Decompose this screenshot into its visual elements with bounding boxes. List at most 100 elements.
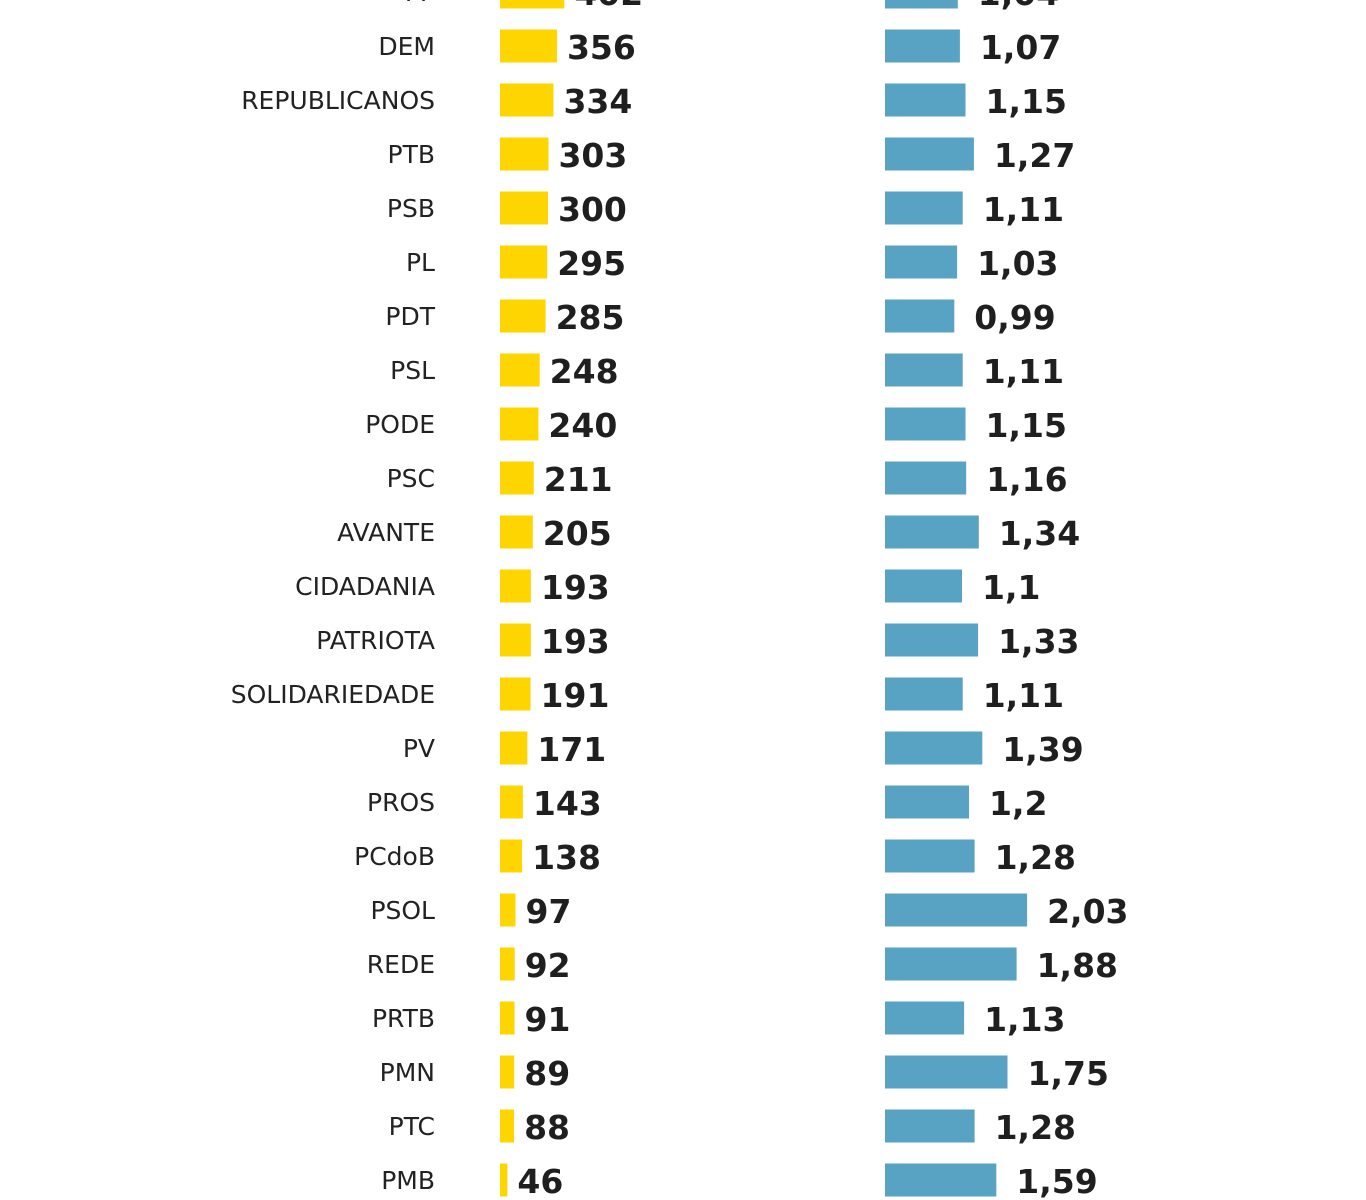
- category-label: PATRIOTA: [316, 626, 435, 655]
- bar-count: [500, 515, 533, 549]
- data-label-count: 356: [567, 28, 636, 67]
- bar-count: [500, 893, 516, 927]
- data-label-count: 205: [543, 514, 612, 553]
- category-label: PODE: [365, 410, 435, 439]
- bar-ratio: [885, 839, 975, 873]
- data-label-ratio: 1,2: [989, 784, 1047, 823]
- bar-count: [500, 785, 523, 819]
- data-label-count: 300: [558, 190, 627, 229]
- bar-count: [500, 407, 539, 441]
- bar-ratio: [885, 353, 963, 387]
- data-label-count: 97: [526, 892, 572, 931]
- data-label-count: 240: [548, 406, 617, 445]
- bar-ratio: [885, 407, 966, 441]
- data-label-ratio: 1,13: [984, 1000, 1065, 1039]
- bar-count: [500, 731, 528, 765]
- data-label-ratio: 1,39: [1002, 730, 1083, 769]
- data-label-ratio: 1,07: [980, 28, 1061, 67]
- data-label-ratio: 1,59: [1016, 1162, 1097, 1200]
- data-label-count: 88: [524, 1108, 570, 1147]
- bar-ratio: [885, 245, 958, 279]
- category-label: PMN: [380, 1058, 435, 1087]
- data-label-count: 143: [533, 784, 602, 823]
- data-label-ratio: 1,1: [982, 568, 1040, 607]
- bar-count: [500, 191, 548, 225]
- data-label-count: 191: [541, 676, 610, 715]
- bar-ratio: [885, 515, 979, 549]
- bar-count: [500, 83, 554, 117]
- data-label-ratio: 1,15: [986, 406, 1067, 445]
- data-label-count: 285: [556, 298, 625, 337]
- bar-count: [500, 353, 540, 387]
- bar-count: [500, 1163, 508, 1197]
- category-label: PSL: [390, 356, 435, 385]
- bar-ratio: [885, 569, 962, 603]
- bar-ratio: [885, 677, 963, 711]
- category-label: PTC: [389, 1112, 435, 1141]
- bar-ratio: [885, 461, 967, 495]
- data-label-ratio: 0,99: [974, 298, 1055, 337]
- data-label-count: 334: [563, 82, 632, 121]
- data-label-count: 138: [532, 838, 601, 877]
- category-label: PL: [406, 248, 435, 277]
- bar-ratio: [885, 1055, 1008, 1089]
- category-label: PCdoB: [354, 842, 435, 871]
- bar-count: [500, 1109, 515, 1143]
- data-label-ratio: 2,03: [1047, 892, 1128, 931]
- bar-count: [500, 299, 546, 333]
- data-label-count: 92: [525, 946, 571, 985]
- bar-count: [500, 839, 523, 873]
- data-label-ratio: 1,27: [994, 136, 1075, 175]
- data-label-count: 46: [517, 1162, 563, 1200]
- data-label-count: 211: [544, 460, 613, 499]
- category-label: PDT: [385, 302, 435, 331]
- data-label-ratio: 1,11: [983, 352, 1064, 391]
- data-label-count: 193: [541, 568, 610, 607]
- bar-ratio: [885, 1001, 965, 1035]
- bar-ratio: [885, 623, 979, 657]
- bar-count: [500, 0, 565, 9]
- category-label: REDE: [367, 950, 435, 979]
- bar-ratio: [885, 947, 1017, 981]
- data-label-count: 248: [550, 352, 619, 391]
- data-label-ratio: 1,11: [983, 190, 1064, 229]
- bar-count: [500, 137, 549, 171]
- bar-ratio: [885, 299, 955, 333]
- data-label-ratio: 1,16: [986, 460, 1067, 499]
- data-label-count: 171: [537, 730, 606, 769]
- data-label-ratio: 1,88: [1037, 946, 1118, 985]
- bar-ratio: [885, 83, 966, 117]
- data-label-count: 89: [524, 1054, 570, 1093]
- bar-count: [500, 1055, 515, 1089]
- bar-count: [500, 623, 531, 657]
- category-label: REPUBLICANOS: [241, 86, 435, 115]
- category-label: CIDADANIA: [295, 572, 435, 601]
- bar-count: [500, 29, 557, 63]
- data-label-ratio: 1,28: [995, 838, 1076, 877]
- data-label-ratio: 1,15: [986, 82, 1067, 121]
- data-label-count: 402: [574, 0, 643, 13]
- category-label: PSOL: [370, 896, 435, 925]
- bar-count: [500, 677, 531, 711]
- bar-ratio: [885, 137, 974, 171]
- category-label: PTB: [388, 140, 436, 169]
- bar-ratio: [885, 1109, 975, 1143]
- bar-count: [500, 947, 515, 981]
- category-label: SOLIDARIEDADE: [231, 680, 435, 709]
- bar-ratio: [885, 1163, 997, 1197]
- data-label-ratio: 1,04: [978, 0, 1059, 13]
- category-label: DEM: [378, 32, 435, 61]
- bar-ratio: [885, 893, 1028, 927]
- category-label: PRTB: [372, 1004, 435, 1033]
- data-label-ratio: 1,28: [995, 1108, 1076, 1147]
- data-label-count: 91: [525, 1000, 571, 1039]
- category-label: AVANTE: [337, 518, 435, 547]
- data-label-count: 193: [541, 622, 610, 661]
- bar-count: [500, 461, 534, 495]
- data-label-ratio: 1,75: [1028, 1054, 1109, 1093]
- category-label: PSB: [387, 194, 435, 223]
- data-label-ratio: 1,11: [983, 676, 1064, 715]
- bar-count: [500, 245, 548, 279]
- data-label-ratio: 1,33: [998, 622, 1079, 661]
